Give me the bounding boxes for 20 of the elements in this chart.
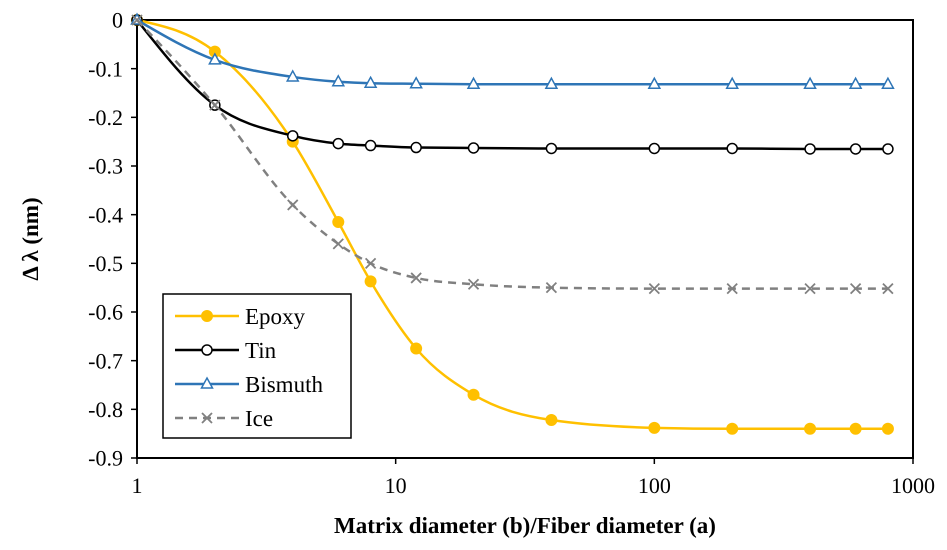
y-tick-label: 0	[112, 8, 123, 33]
y-tick-label: -0.5	[88, 251, 123, 276]
x-tick-label: 10	[384, 473, 407, 498]
y-tick-label: -0.6	[88, 300, 123, 325]
y-tick-label: -0.4	[88, 202, 123, 228]
y-tick-label: -0.3	[88, 154, 123, 179]
x-tick-label: 1000	[891, 473, 935, 498]
x-tick-label: 1	[132, 473, 142, 498]
legend-label: Epoxy	[245, 304, 306, 330]
y-tick-label: -0.8	[88, 397, 123, 422]
x-tick-label: 100	[638, 473, 671, 498]
y-axis-title: Δ λ (nm)	[18, 197, 43, 281]
y-tick-label: -0.1	[88, 56, 123, 82]
y-tick-label: -0.7	[88, 348, 123, 374]
legend-label: Ice	[245, 406, 274, 432]
y-tick-label: -0.9	[88, 446, 123, 471]
legend-label: Bismuth	[245, 372, 324, 398]
legend-label: Tin	[245, 338, 277, 364]
y-tick-label: -0.2	[88, 105, 123, 130]
x-axis-title: Matrix diameter (b)/Fiber diameter (a)	[334, 513, 716, 538]
